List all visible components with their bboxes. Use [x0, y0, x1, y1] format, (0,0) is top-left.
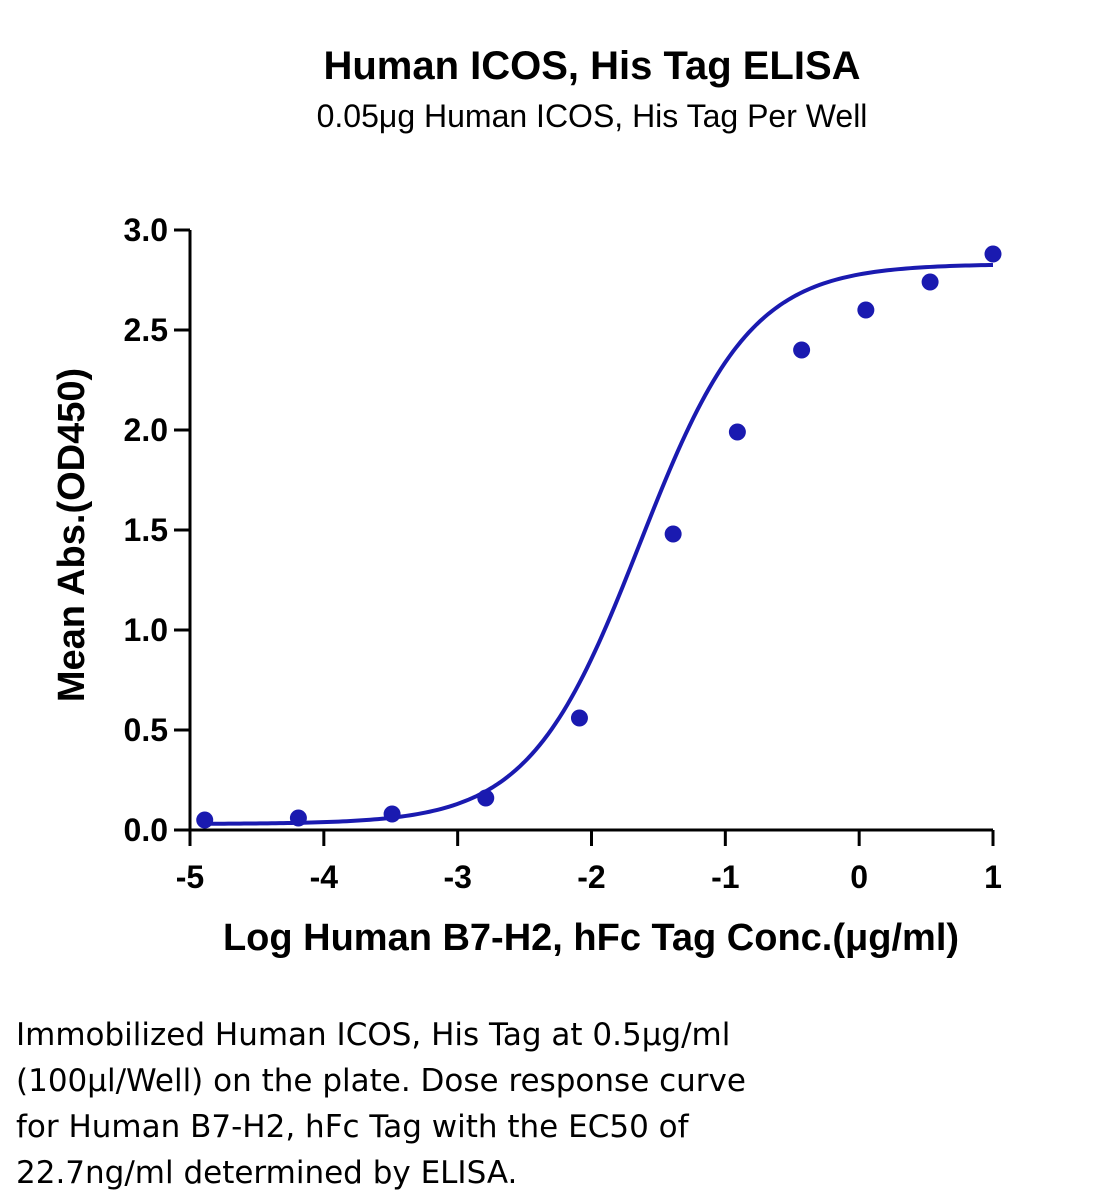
caption-line: for Human B7-H2, hFc Tag with the EC50 o…: [16, 1109, 689, 1145]
x-tick-label: -2: [577, 859, 605, 895]
x-axis-label: Log Human B7-H2, hFc Tag Conc.(μg/ml): [223, 917, 959, 959]
y-tick-label: 2.0: [124, 412, 168, 448]
y-tick-label: 2.5: [124, 312, 168, 348]
data-points-layer: [196, 245, 1002, 829]
elisa-dose-response-plot: 0.0 0.5 1.0 1.5 2.0 2.5 3.0 -5 -4 -3 -2 -1 0 1 Mean A…: [51, 212, 1002, 959]
data-point: [196, 811, 214, 829]
caption: Immobilized Human ICOS, His Tag at 0.5μg…: [16, 1012, 1016, 1196]
data-point: [793, 341, 811, 359]
fit-curve: [204, 262, 994, 826]
x-tick-label: 1: [984, 859, 1002, 895]
data-point: [857, 301, 875, 319]
y-tick-label: 1.5: [124, 512, 168, 548]
x-tick-label: -1: [711, 859, 739, 895]
fit-curve-layer: [204, 262, 994, 826]
caption-line: Immobilized Human ICOS, His Tag at 0.5μg…: [16, 1017, 731, 1053]
data-point: [664, 525, 682, 543]
chart-subtitle: 0.05μg Human ICOS, His Tag Per Well: [316, 98, 868, 134]
x-tick-label: -4: [310, 859, 339, 895]
y-axis-label: Mean Abs.(OD450): [51, 368, 93, 702]
caption-line: (100μl/Well) on the plate. Dose response…: [16, 1063, 746, 1099]
data-point: [570, 709, 588, 727]
y-tick-label: 1.0: [124, 612, 168, 648]
x-tick-label: -3: [443, 859, 471, 895]
y-tick-label: 3.0: [124, 212, 168, 248]
caption-line: 22.7ng/ml determined by ELISA.: [16, 1155, 518, 1191]
data-point: [289, 809, 307, 827]
data-point: [477, 789, 495, 807]
y-tick-label: 0.0: [124, 812, 168, 848]
axes: 0.0 0.5 1.0 1.5 2.0 2.5 3.0 -5 -4 -3 -2 -1 0 1: [124, 212, 1002, 895]
data-point: [383, 805, 401, 823]
x-tick-label: 0: [850, 859, 868, 895]
x-tick-label: -5: [176, 859, 204, 895]
y-tick-label: 0.5: [124, 712, 168, 748]
data-point: [921, 273, 939, 291]
data-point: [728, 423, 746, 441]
data-point: [984, 245, 1002, 263]
chart-title: Human ICOS, His Tag ELISA: [323, 44, 861, 88]
